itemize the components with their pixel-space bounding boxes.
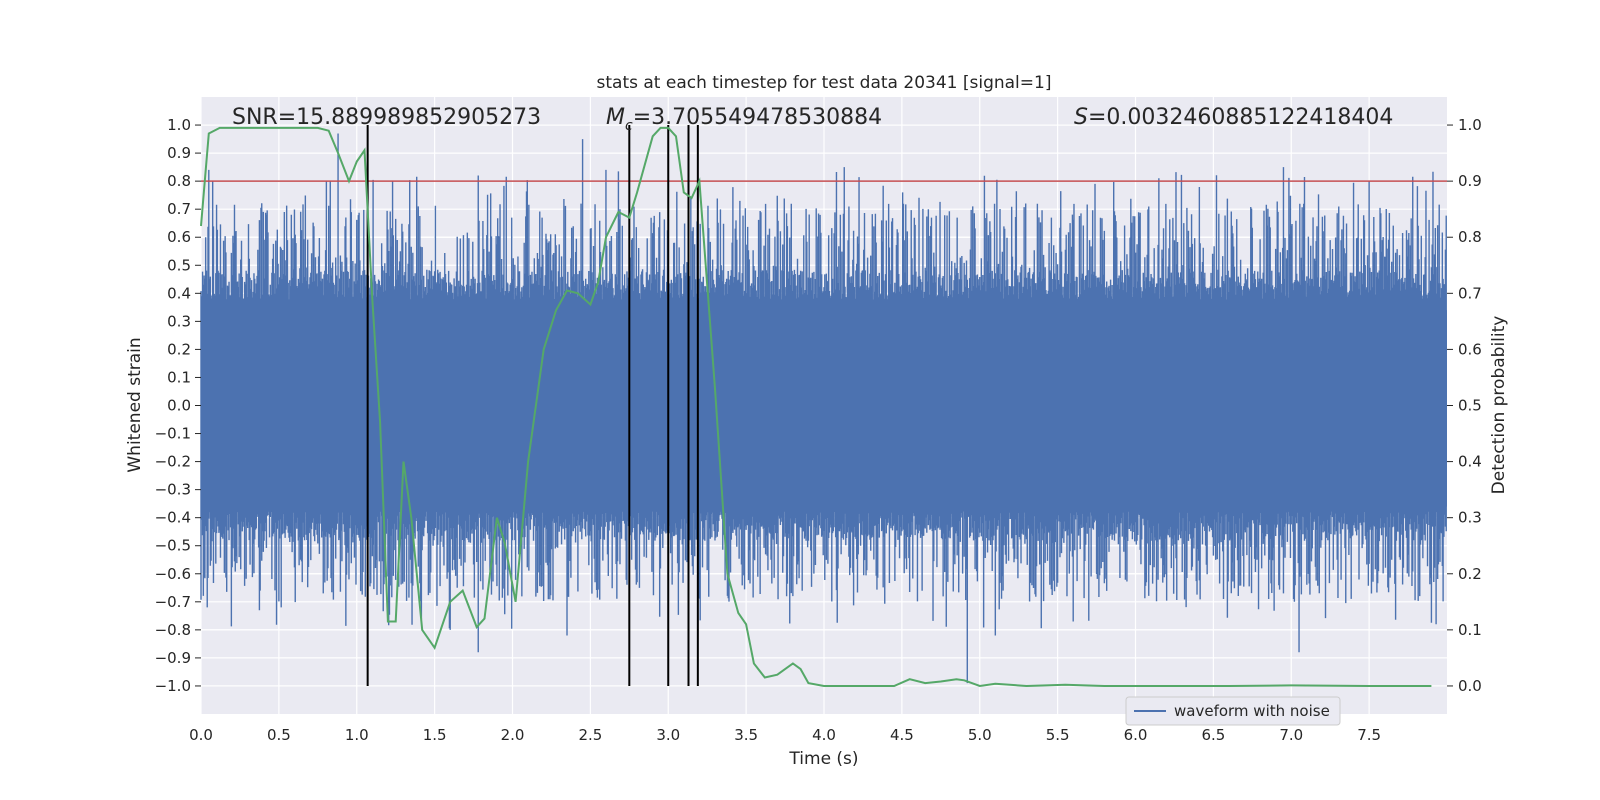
y-left-tick-label: 0.6 xyxy=(167,228,191,246)
legend-label: waveform with noise xyxy=(1174,702,1330,720)
s-annotation: S=0.0032460885122418404 xyxy=(1074,105,1393,130)
legend: waveform with noise xyxy=(1125,696,1341,726)
y-left-tick-label: 0.2 xyxy=(167,340,191,358)
chart-title: stats at each timestep for test data 203… xyxy=(597,73,1052,93)
y-right-tick-label: 1.0 xyxy=(1458,116,1482,134)
chirp-mass-subscript: c xyxy=(625,118,633,134)
y-axis-label-right: Detection probability xyxy=(1489,316,1509,495)
x-tick-label: 0.0 xyxy=(189,726,213,744)
y-left-tick-label: −1.0 xyxy=(155,677,191,695)
y-right-tick-label: 0.7 xyxy=(1458,284,1482,302)
snr-annotation: SNR=15.889989852905273 xyxy=(232,105,541,130)
y-left-tick-label: −0.6 xyxy=(155,565,191,583)
x-axis-ticks: 0.0 0.5 1.0 1.5 2.0 2.5 3.0 3.5 4.0 4.5 5.0 5.5 6.0 6… xyxy=(189,726,1381,744)
right-axis-ticks: 1.0 0.9 0.8 0.7 0.6 0.5 0.4 0.3 0.2 0.1 0.0 xyxy=(1447,116,1482,695)
y-left-tick-label: 0.1 xyxy=(167,368,191,386)
x-tick-label: 4.0 xyxy=(812,726,836,744)
chirp-mass-value: =3.705549478530884 xyxy=(633,105,882,130)
x-tick-label: 0.5 xyxy=(267,726,291,744)
y-right-tick-label: 0.8 xyxy=(1458,228,1482,246)
y-right-tick-label: 0.5 xyxy=(1458,397,1482,415)
x-tick-label: 5.5 xyxy=(1046,726,1070,744)
y-right-tick-label: 0.9 xyxy=(1458,172,1482,190)
y-left-tick-label: −0.2 xyxy=(155,453,191,471)
detection-probability-line xyxy=(200,126,1432,688)
y-left-tick-label: −0.8 xyxy=(155,621,191,639)
y-right-tick-label: 0.4 xyxy=(1458,453,1482,471)
y-left-tick-label: 0.7 xyxy=(167,200,191,218)
x-tick-label: 6.0 xyxy=(1124,726,1148,744)
x-tick-label: 3.0 xyxy=(656,726,680,744)
chirp-mass-annotation: Mc=3.705549478530884 xyxy=(606,105,882,134)
y-left-tick-label: −0.4 xyxy=(155,509,191,527)
y-left-tick-label: 0.9 xyxy=(167,144,191,162)
x-tick-label: 2.0 xyxy=(501,726,525,744)
y-left-tick-label: 0.0 xyxy=(167,397,191,415)
y-right-tick-label: 0.0 xyxy=(1458,677,1482,695)
y-right-tick-label: 0.6 xyxy=(1458,340,1482,358)
y-left-tick-label: 0.3 xyxy=(167,312,191,330)
waveform-core-band xyxy=(201,310,1447,507)
x-tick-label: 6.5 xyxy=(1201,726,1225,744)
y-left-tick-label: −0.9 xyxy=(155,649,191,667)
x-tick-label: 3.5 xyxy=(734,726,758,744)
x-tick-label: 5.0 xyxy=(968,726,992,744)
x-tick-label: 1.5 xyxy=(423,726,447,744)
s-symbol: S xyxy=(1074,105,1088,130)
y-left-tick-label: −0.3 xyxy=(155,481,191,499)
y-left-tick-label: −0.5 xyxy=(155,537,191,555)
x-tick-label: 2.5 xyxy=(578,726,602,744)
y-axis-label-left: Whitened strain xyxy=(125,337,145,472)
x-tick-label: 7.0 xyxy=(1279,726,1303,744)
x-tick-label: 4.5 xyxy=(890,726,914,744)
y-right-tick-label: 0.2 xyxy=(1458,565,1482,583)
chirp-mass-symbol: M xyxy=(606,105,625,130)
x-tick-label: 1.0 xyxy=(345,726,369,744)
y-left-tick-label: 0.8 xyxy=(167,172,191,190)
left-axis-ticks: 1.0 0.9 0.8 0.7 0.6 0.5 0.4 0.3 0.2 0.1 0.0 −0.1 −0.… xyxy=(155,116,201,695)
x-tick-label: 7.5 xyxy=(1357,726,1381,744)
waveform-series xyxy=(200,133,1447,684)
legend-box xyxy=(1125,696,1341,726)
y-right-tick-label: 0.1 xyxy=(1458,621,1482,639)
x-axis-label: Time (s) xyxy=(788,749,858,769)
y-left-tick-label: 0.5 xyxy=(167,256,191,274)
y-left-tick-label: 1.0 xyxy=(167,116,191,134)
y-left-tick-label: 0.4 xyxy=(167,284,191,302)
y-left-tick-label: −0.1 xyxy=(155,425,191,443)
y-left-tick-label: −0.7 xyxy=(155,593,191,611)
y-right-tick-label: 0.3 xyxy=(1458,509,1482,527)
s-value: =0.0032460885122418404 xyxy=(1088,105,1393,130)
